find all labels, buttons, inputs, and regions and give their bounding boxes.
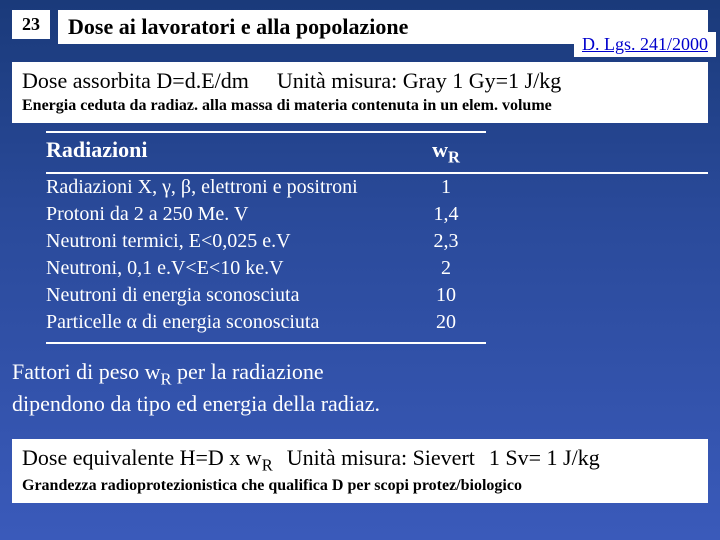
table-row: Particelle α di energia sconosciuta20 — [46, 309, 708, 336]
table-header-radiation: Radiazioni — [46, 137, 406, 167]
equivalent-dose-conv: 1 Sv= 1 J/kg — [489, 445, 600, 475]
table-cell-value: 1,4 — [406, 201, 486, 228]
table-cell-label: Neutroni termici, E<0,025 e.V — [46, 228, 406, 255]
table-cell-value: 2 — [406, 255, 486, 282]
table-caption: Fattori di peso wR per la radiazione dip… — [12, 358, 708, 418]
table-row: Neutroni termici, E<0,025 e.V2,3 — [46, 228, 708, 255]
table-header-wr: wR — [406, 137, 486, 167]
table-cell-label: Radiazioni X, γ, β, elettroni e positron… — [46, 174, 406, 201]
table-row: Radiazioni X, γ, β, elettroni e positron… — [46, 174, 708, 201]
table-cell-value: 20 — [406, 309, 486, 336]
absorbed-dose-box: Dose assorbita D=d.E/dm Unità misura: Gr… — [12, 62, 708, 123]
reference-badge: D. Lgs. 241/2000 — [574, 32, 716, 57]
page-number: 23 — [12, 10, 50, 39]
equivalent-dose-box: Dose equivalente H=D x wR Unità misura: … — [12, 439, 708, 503]
table-cell-label: Protoni da 2 a 250 Me. V — [46, 201, 406, 228]
table-cell-label: Particelle α di energia sconosciuta — [46, 309, 406, 336]
equivalent-dose-unit: Unità misura: Sievert — [287, 445, 475, 475]
absorbed-dose-desc: Energia ceduta da radiaz. alla massa di … — [22, 96, 698, 115]
equivalent-dose-note: Grandezza radioprotezionistica che quali… — [22, 477, 698, 495]
absorbed-dose-formula: Dose assorbita D=d.E/dm — [22, 68, 249, 94]
table-row: Neutroni, 0,1 e.V<E<10 ke.V2 — [46, 255, 708, 282]
table-cell-label: Neutroni, 0,1 e.V<E<10 ke.V — [46, 255, 406, 282]
table-cell-value: 2,3 — [406, 228, 486, 255]
equivalent-dose-formula: Dose equivalente H=D x wR — [22, 445, 273, 475]
table-row: Neutroni di energia sconosciuta10 — [46, 282, 708, 309]
table-cell-value: 10 — [406, 282, 486, 309]
table-cell-value: 1 — [406, 174, 486, 201]
table-cell-label: Neutroni di energia sconosciuta — [46, 282, 406, 309]
weighting-table: Radiazioni wR Radiazioni X, γ, β, elettr… — [46, 131, 708, 343]
title-wrap: Dose ai lavoratori e alla popolazione D.… — [58, 10, 708, 44]
absorbed-dose-unit: Unità misura: Gray 1 Gy=1 J/kg — [277, 68, 561, 94]
table-row: Protoni da 2 a 250 Me. V1,4 — [46, 201, 708, 228]
